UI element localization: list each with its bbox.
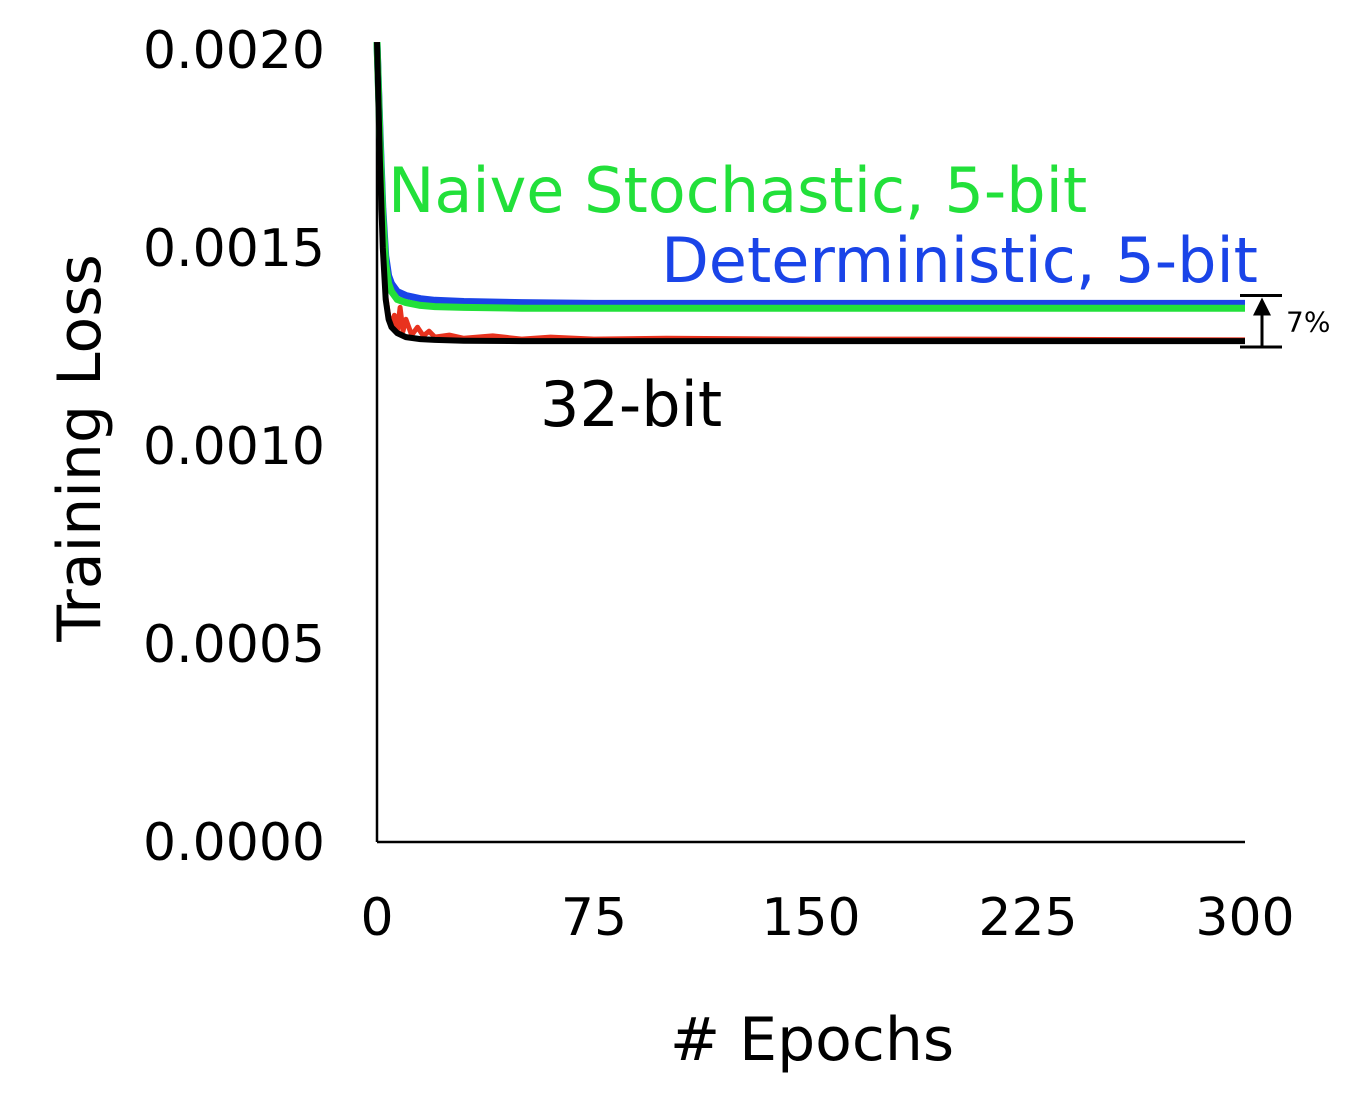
series-label: Naive Stochastic, 5-bit (388, 154, 1087, 227)
axes (375, 48, 1245, 844)
series-lines (373, 41, 1246, 345)
y-tick-label: 0.0005 (143, 615, 325, 675)
gap-annotation: 7% (1240, 293, 1330, 349)
x-tick-label: 0 (360, 888, 393, 948)
x-tick-label: 225 (978, 888, 1077, 948)
series-line-3 (374, 42, 1245, 345)
x-tick-label: 75 (561, 888, 627, 948)
series-label: Deterministic, 5-bit (661, 224, 1258, 297)
gap-annotation-label: 7% (1286, 305, 1330, 338)
x-tick-labels: 0 75 150 225 300 (360, 888, 1294, 948)
y-tick-labels: 0.0000 0.0005 0.0010 0.0015 0.0020 (143, 21, 325, 873)
y-tick-label: 0.0020 (143, 21, 325, 81)
y-tick-label: 0.0010 (143, 417, 325, 477)
x-tick-label: 300 (1195, 888, 1294, 948)
x-tick-label: 150 (761, 888, 860, 948)
y-tick-label: 0.0015 (143, 219, 325, 279)
x-axis-label: # Epochs (670, 1005, 954, 1075)
y-axis-label: Training Loss (45, 254, 115, 642)
arrow-up-icon (1253, 297, 1271, 316)
y-tick-label: 0.0000 (143, 813, 325, 873)
series-label: 32-bit (540, 368, 722, 441)
